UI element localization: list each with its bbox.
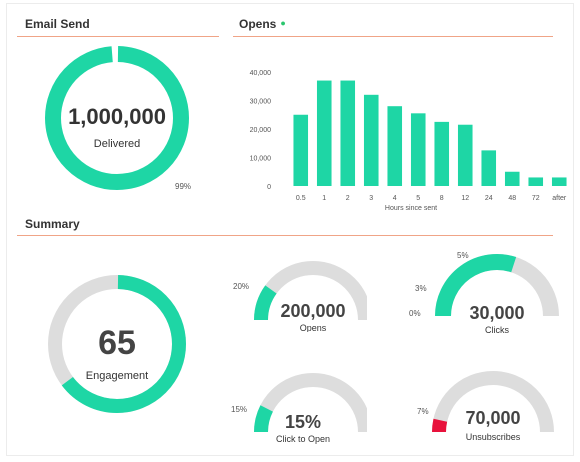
gauge-unsubscribes: 7% 70,000 Unsubscribes <box>417 371 554 442</box>
opens-y-tick-label: 40,000 <box>250 70 272 77</box>
opens-x-tick-label: 8 <box>440 195 444 202</box>
opens-bar <box>528 177 544 186</box>
gauge-click-to-open: 15% 15% Click to Open <box>231 373 367 444</box>
opens-title-text: Opens <box>239 17 277 31</box>
opens-x-axis-label: Hours since sent <box>385 205 437 212</box>
gauge-opens-value: 200,000 <box>280 301 345 321</box>
opens-y-tick-label: 10,000 <box>250 156 272 163</box>
delivered-donut: 1,000,000 Delivered 99% <box>45 46 191 191</box>
opens-x-tick-label: after <box>552 195 567 202</box>
delivered-percent-label: 99% <box>175 182 191 191</box>
opens-x-tick-label: 72 <box>532 195 540 202</box>
opens-rule <box>233 36 553 37</box>
opens-x-tick-label: 12 <box>461 195 469 202</box>
gauge-opens: 20% 200,000 Opens <box>233 261 367 332</box>
gauge-clicks: 3% 5% 0% 30,000 Clicks <box>409 251 559 334</box>
summary-rule <box>17 235 553 236</box>
engagement-donut: 65 Engagement <box>48 275 186 413</box>
delivered-caption: Delivered <box>94 138 140 150</box>
opens-x-tick-label: 2 <box>346 195 350 202</box>
opens-bar <box>457 124 473 186</box>
gauge-unsubscribes-value: 70,000 <box>465 408 520 428</box>
opens-x-tick-label: 48 <box>508 195 516 202</box>
email-send-title: Email Send <box>25 17 90 31</box>
gauge-opens-percent-label: 20% <box>233 282 249 291</box>
gauge-unsubscribes-fill <box>432 418 448 433</box>
gauge-click-to-open-value: 15% <box>285 412 321 432</box>
opens-bar <box>293 114 309 186</box>
opens-title: Opens ● <box>239 17 286 31</box>
opens-bar <box>387 106 403 186</box>
opens-x-tick-label: 4 <box>393 195 397 202</box>
opens-bar <box>340 80 356 186</box>
gauge-opens-fill <box>254 285 277 321</box>
opens-x-tick-label: 0.5 <box>296 195 306 202</box>
opens-y-tick-label: 30,000 <box>250 99 272 106</box>
gauge-clicks-label: Clicks <box>485 325 509 334</box>
opens-x-tick-label: 5 <box>416 195 420 202</box>
opens-x-tick-label: 3 <box>369 195 373 202</box>
gauge-click-to-open-label: Click to Open <box>276 434 330 444</box>
opens-bar <box>504 171 520 186</box>
gauge-clicks-min-label: 0% <box>409 309 421 318</box>
opens-bar <box>551 177 567 186</box>
delivered-count: 1,000,000 <box>68 104 166 129</box>
gauge-unsubscribes-label: Unsubscribes <box>466 432 521 442</box>
engagement-value: 65 <box>98 324 136 362</box>
gauge-opens-label: Opens <box>300 323 327 332</box>
summary-title: Summary <box>25 217 80 231</box>
delivered-donut-arc <box>45 46 189 190</box>
gauge-clicks-fill <box>435 254 517 317</box>
dashboard-panel: Email Send Opens ● 1,000,000 Delivered 99… <box>6 3 574 456</box>
opens-bar <box>410 113 426 186</box>
opens-y-tick-label: 0 <box>267 184 271 191</box>
email-send-rule <box>17 36 219 37</box>
opens-bar <box>363 94 379 186</box>
gauge-clicks-percent-label: 3% <box>415 284 427 293</box>
gauge-clicks-value: 30,000 <box>469 303 524 323</box>
opens-bar <box>481 150 497 186</box>
gauge-click-to-open-percent-label: 15% <box>231 405 247 414</box>
gauge-unsubscribes-percent-label: 7% <box>417 407 429 416</box>
engagement-donut-arc <box>48 275 186 413</box>
opens-y-tick-label: 20,000 <box>250 127 272 134</box>
gauge-unsubscribes-track <box>432 371 554 433</box>
engagement-label: Engagement <box>86 370 148 382</box>
opens-bar <box>434 121 450 186</box>
gauge-clicks-max-label: 5% <box>457 251 469 260</box>
opens-x-tick-label: 1 <box>322 195 326 202</box>
opens-x-tick-label: 24 <box>485 195 493 202</box>
opens-bar <box>316 80 332 186</box>
green-dot-icon: ● <box>280 18 286 28</box>
gauge-click-to-open-fill <box>254 405 274 433</box>
